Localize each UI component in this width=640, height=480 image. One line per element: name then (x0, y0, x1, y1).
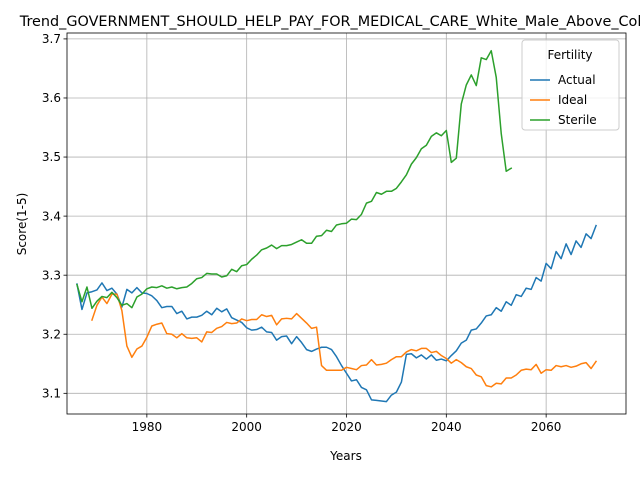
series-line-sterile (76, 49, 513, 310)
y-tick-label: 3.4 (42, 209, 61, 223)
y-tick-label: 3.2 (42, 327, 61, 341)
x-tick-label: 1980 (132, 420, 163, 434)
series-line-actual (76, 224, 598, 403)
y-axis-ticks: 3.1 3.2 3.3 3.4 3.5 3.6 3.7 (42, 32, 67, 401)
series-line-ideal (91, 293, 598, 388)
legend-label-ideal: Ideal (558, 93, 587, 107)
legend-entries: Actual Ideal Sterile (530, 73, 597, 127)
x-axis-ticks: 1980 2000 2020 2040 2060 (132, 414, 562, 434)
legend-box (521, 39, 620, 131)
legend: Fertility Actual Ideal Sterile (521, 39, 620, 131)
legend-label-actual: Actual (558, 73, 596, 87)
y-tick-label: 3.1 (42, 387, 61, 401)
chart-title: Trend_GOVERNMENT_SHOULD_HELP_PAY_FOR_MED… (19, 14, 640, 30)
y-tick-label: 3.6 (42, 91, 61, 105)
x-tick-label: 2000 (231, 420, 262, 434)
y-tick-label: 3.3 (42, 268, 61, 282)
x-axis-label: Years (329, 449, 362, 463)
y-tick-label: 3.7 (42, 32, 61, 46)
y-axis-label: Score(1-5) (15, 193, 29, 256)
x-tick-label: 2060 (531, 420, 562, 434)
x-tick-label: 2020 (331, 420, 362, 434)
legend-title: Fertility (547, 48, 592, 62)
legend-label-sterile: Sterile (558, 113, 597, 127)
y-tick-label: 3.5 (42, 150, 61, 164)
series-lines (76, 49, 598, 403)
x-tick-label: 2040 (431, 420, 462, 434)
